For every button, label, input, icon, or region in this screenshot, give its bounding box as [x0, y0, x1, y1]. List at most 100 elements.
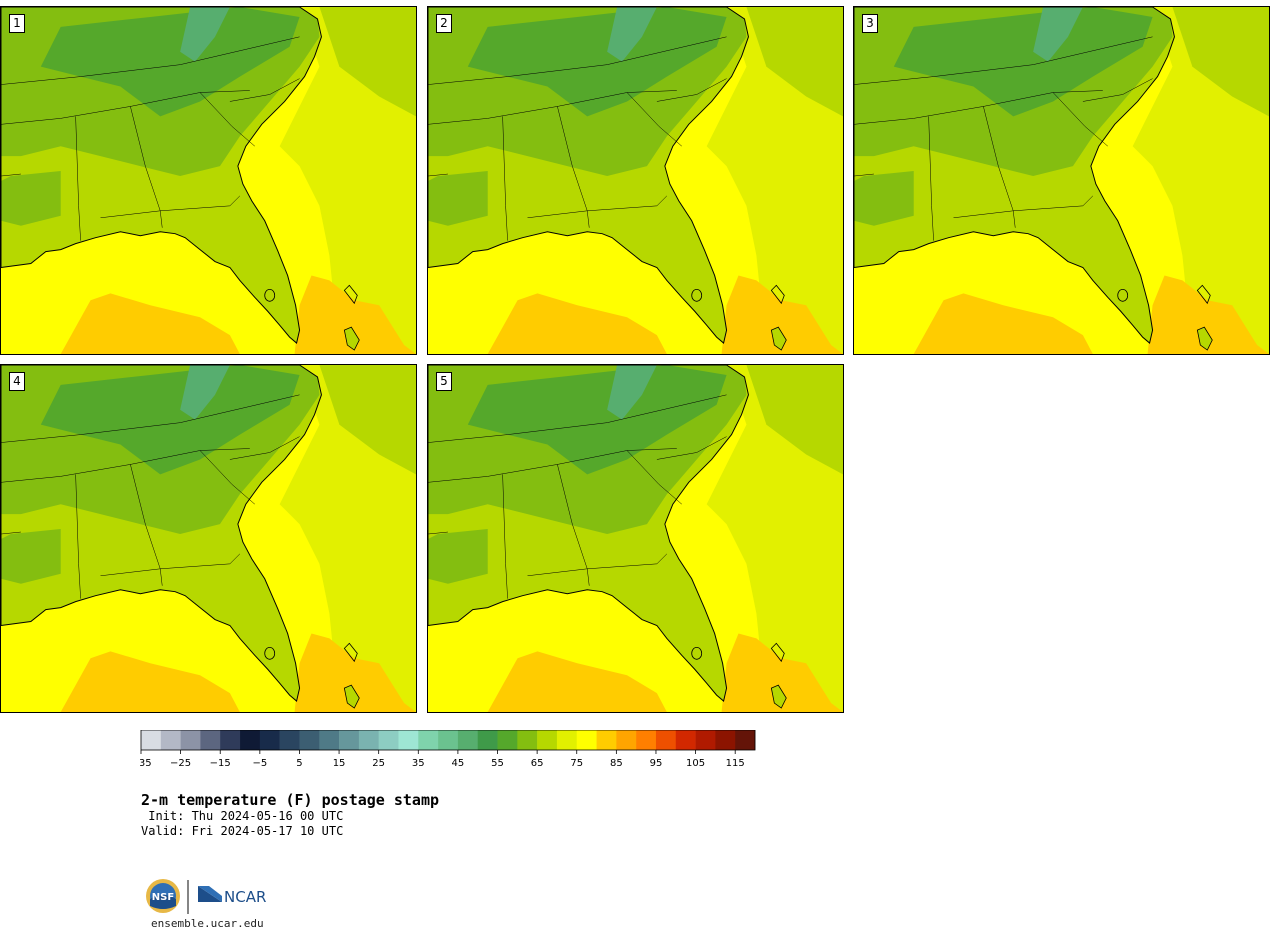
state-border: [1, 173, 21, 177]
colorbar-tick-label: 95: [650, 758, 663, 769]
colorbar-swatch: [537, 730, 558, 750]
gulf-warm-water: [60, 293, 240, 354]
colorbar-swatch: [497, 730, 518, 750]
colorbar-swatch: [259, 730, 280, 750]
bahamas-island: [343, 642, 358, 663]
appalachian-zone: [180, 7, 230, 62]
appalachian-zone: [180, 365, 230, 420]
lake-okeechobee: [264, 288, 276, 302]
atlantic-cool-band-north: [319, 7, 416, 117]
bahamas-island: [770, 326, 787, 351]
colorbar-swatch: [438, 730, 459, 750]
colorbar-swatch: [180, 730, 201, 750]
colorbar-swatch: [576, 730, 597, 750]
appalachian-zone: [607, 7, 657, 62]
state-border: [75, 116, 81, 241]
colorbar-tick-label: 25: [372, 758, 385, 769]
state-border: [1, 531, 21, 535]
inland-mid-zone: [428, 171, 488, 226]
member-label: 2: [436, 14, 452, 33]
atlantic-warm-water: [721, 633, 843, 712]
coastline: [1, 7, 322, 344]
colorbar-swatch: [715, 730, 736, 750]
state-border: [100, 568, 161, 577]
colorbar-tick-label: 5: [296, 758, 302, 769]
state-border: [527, 568, 588, 577]
state-border: [527, 210, 588, 219]
colorbar-tick-label: −5: [252, 758, 267, 769]
state-border: [1052, 92, 1108, 147]
ensemble-member-panel-5: 5: [427, 364, 844, 713]
state-border: [587, 195, 668, 212]
atlantic-cool-band-north: [746, 365, 843, 475]
state-border: [1013, 195, 1094, 212]
atlantic-warm-water: [1147, 275, 1269, 354]
state-border: [428, 173, 448, 177]
state-border: [587, 553, 668, 570]
atlantic-warm-water: [294, 633, 416, 712]
plot-title: 2-m temperature (F) postage stamp: [141, 791, 440, 809]
member-label: 1: [9, 14, 25, 33]
colorbar-swatch: [636, 730, 657, 750]
colorbar-swatch: [339, 730, 360, 750]
state-border: [557, 106, 590, 228]
nsf-logo-text: NSF: [152, 892, 174, 903]
colorbar-swatch: [477, 730, 498, 750]
bahamas-island: [343, 326, 360, 351]
state-border: [502, 116, 508, 241]
colorbar-tick-label: 115: [726, 758, 745, 769]
bahamas-island: [343, 684, 360, 709]
colorbar-tick-label: 55: [491, 758, 504, 769]
bahamas-island: [770, 642, 785, 663]
colorbar-swatch: [695, 730, 716, 750]
inland-mid-zone: [428, 529, 488, 584]
ensemble-member-panel-4: 4: [0, 364, 417, 713]
state-border: [428, 36, 727, 85]
state-border: [983, 106, 1016, 228]
state-border: [199, 450, 255, 505]
colorbar-tick-label: 45: [452, 758, 465, 769]
colorbar-swatch: [160, 730, 181, 750]
coastline: [1, 365, 322, 702]
temperature-map: [854, 7, 1269, 354]
colorbar-tick-label: −35: [140, 758, 152, 769]
colorbar-swatch: [240, 730, 261, 750]
init-time: Init: Thu 2024-05-16 00 UTC: [141, 809, 344, 823]
colorbar-swatch: [517, 730, 538, 750]
bahamas-island: [770, 684, 787, 709]
bahamas-island: [343, 284, 358, 305]
state-border: [428, 531, 448, 535]
colorbar-swatch: [358, 730, 379, 750]
state-border: [656, 436, 727, 460]
appalachian-zone: [1033, 7, 1083, 62]
state-border: [953, 210, 1014, 219]
colorbar-tick-label: 105: [686, 758, 705, 769]
state-border: [854, 36, 1153, 85]
state-border: [626, 92, 682, 147]
colorbar-swatch: [319, 730, 340, 750]
state-border: [854, 173, 874, 177]
gulf-warm-water: [487, 651, 667, 712]
website-url: ensemble.ucar.edu: [151, 917, 264, 930]
colorbar-tick-label: 35: [412, 758, 425, 769]
colorbar-swatch: [616, 730, 637, 750]
coastline: [854, 7, 1175, 344]
colorbar-swatch: [200, 730, 221, 750]
land-dark-zone: [893, 7, 1153, 117]
coastline: [428, 7, 749, 344]
temperature-map: [428, 7, 843, 354]
colorbar-swatch: [596, 730, 617, 750]
temperature-map: [1, 7, 416, 354]
state-border: [557, 464, 590, 586]
state-border: [229, 436, 300, 460]
lake-okeechobee: [1117, 288, 1129, 302]
temperature-map: [428, 365, 843, 712]
state-border: [928, 116, 934, 241]
appalachian-zone: [607, 365, 657, 420]
gulf-warm-water: [487, 293, 667, 354]
colorbar-swatch: [141, 730, 162, 750]
colorbar-swatch: [675, 730, 696, 750]
bahamas-island: [1196, 326, 1213, 351]
colorbar-swatch: [398, 730, 419, 750]
colorbar-tick-label: 15: [333, 758, 346, 769]
